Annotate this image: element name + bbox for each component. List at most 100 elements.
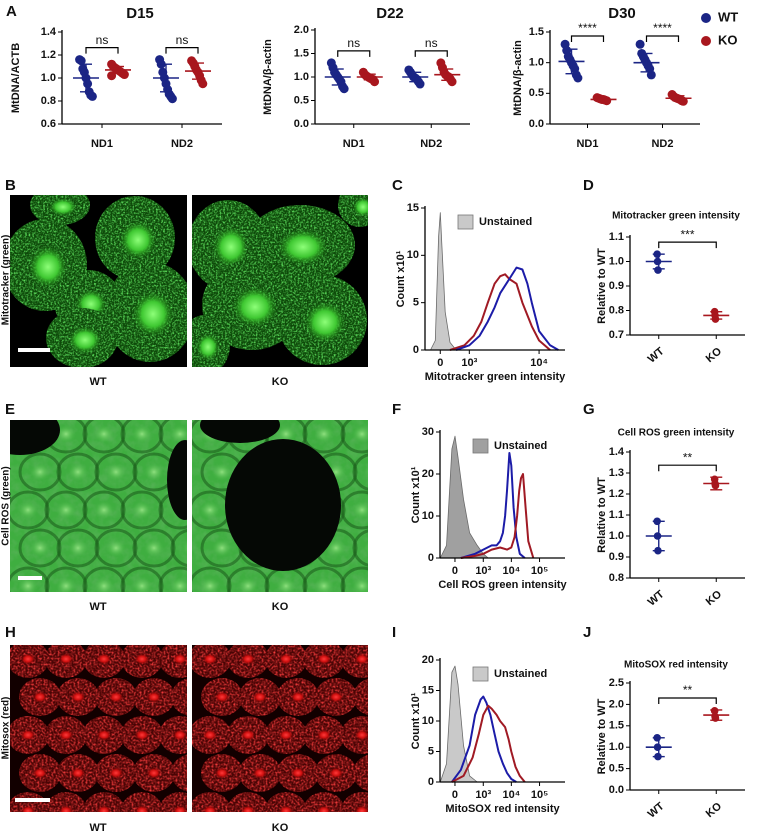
chart-title: D22 bbox=[376, 5, 404, 22]
cell bbox=[10, 490, 50, 530]
x-tick-label: 10³ bbox=[461, 357, 477, 369]
nucleus bbox=[252, 691, 268, 703]
image-caption: WT bbox=[89, 376, 106, 388]
y-tick-label: 0.9 bbox=[609, 551, 624, 563]
nucleus bbox=[132, 291, 174, 337]
nucleus bbox=[354, 805, 368, 812]
cell bbox=[352, 529, 368, 567]
x-tick-label: KO bbox=[704, 588, 725, 608]
nucleus bbox=[240, 805, 256, 812]
y-tick-label: 15 bbox=[407, 202, 419, 214]
micrograph-content bbox=[10, 420, 187, 592]
nucleus bbox=[170, 425, 187, 443]
y-tick-label: 10 bbox=[422, 510, 434, 522]
nucleus bbox=[328, 767, 344, 779]
nucleus bbox=[196, 333, 220, 361]
cell-texture bbox=[171, 754, 187, 792]
significance-label: **** bbox=[653, 21, 672, 35]
y-tick-label: 10 bbox=[407, 249, 419, 261]
cell bbox=[226, 566, 270, 592]
significance-label: ns bbox=[425, 36, 438, 50]
cell bbox=[120, 490, 164, 530]
chart-title: D15 bbox=[126, 5, 154, 22]
nucleus bbox=[30, 463, 50, 481]
dark-area bbox=[167, 440, 187, 520]
y-tick-label: 1.0 bbox=[609, 530, 624, 542]
data-point bbox=[654, 266, 662, 274]
micrograph-content bbox=[192, 195, 368, 367]
y-tick-label: 1.1 bbox=[609, 509, 624, 521]
cell bbox=[94, 528, 138, 568]
cell bbox=[44, 566, 88, 592]
nucleus bbox=[49, 198, 77, 216]
nucleus bbox=[316, 653, 332, 665]
y-tick-label: 1.5 bbox=[609, 720, 624, 732]
cell-texture bbox=[265, 792, 307, 812]
x-tick-label: 0 bbox=[437, 357, 443, 369]
y-tick-label: 0.9 bbox=[609, 280, 624, 292]
y-tick-label: 0.6 bbox=[41, 118, 56, 130]
nucleus bbox=[94, 501, 114, 519]
data-point bbox=[198, 79, 208, 89]
nucleus bbox=[132, 425, 152, 443]
data-point bbox=[447, 77, 457, 87]
legend-marker bbox=[701, 36, 711, 46]
micrograph-content bbox=[10, 195, 187, 367]
y-tick-label: 0.8 bbox=[609, 304, 624, 316]
nucleus bbox=[353, 197, 368, 217]
nucleus bbox=[202, 729, 218, 741]
y-tick-label: 0.7 bbox=[609, 329, 624, 341]
dark-area bbox=[225, 439, 341, 571]
nucleus bbox=[18, 577, 38, 592]
micrographs bbox=[10, 195, 368, 812]
nucleus bbox=[232, 286, 278, 328]
significance-bracket bbox=[85, 47, 119, 54]
y-tick-label: 0.0 bbox=[529, 118, 544, 130]
cell-texture bbox=[192, 792, 231, 812]
nucleus bbox=[352, 501, 368, 519]
image-caption: KO bbox=[272, 822, 289, 834]
x-tick-label: 10⁴ bbox=[530, 357, 548, 369]
cell bbox=[82, 566, 126, 592]
significance-bracket bbox=[658, 241, 717, 249]
nucleus bbox=[172, 653, 187, 665]
panel-label: E bbox=[5, 401, 15, 418]
nucleus bbox=[328, 691, 344, 703]
cell-texture bbox=[341, 645, 368, 678]
y-tick-label: 1.0 bbox=[609, 741, 624, 753]
x-tick-label: 0 bbox=[452, 789, 458, 801]
cell bbox=[302, 420, 346, 454]
nucleus bbox=[278, 653, 294, 665]
x-tick-label: 10⁴ bbox=[503, 565, 521, 577]
image-caption: KO bbox=[272, 376, 289, 388]
nucleus bbox=[290, 767, 306, 779]
cell-texture bbox=[303, 792, 345, 812]
x-tick-label: 10⁵ bbox=[531, 789, 548, 801]
significance-label: ** bbox=[683, 683, 693, 697]
histogram-area bbox=[439, 435, 489, 559]
y-axis-label: MtDNA/β-actin bbox=[262, 39, 274, 115]
x-tick-label: ND2 bbox=[420, 138, 442, 150]
nucleus bbox=[290, 691, 306, 703]
x-tick-label: ND1 bbox=[343, 138, 365, 150]
nucleus bbox=[108, 691, 124, 703]
cell bbox=[302, 566, 346, 592]
nucleus bbox=[352, 577, 368, 592]
nucleus bbox=[58, 729, 74, 741]
histogram-area bbox=[439, 665, 478, 783]
nucleus bbox=[134, 729, 150, 741]
nucleus bbox=[134, 805, 150, 812]
y-tick-label: 5 bbox=[428, 745, 434, 757]
x-axis-label: Cell ROS green intensity bbox=[438, 579, 567, 591]
data-point bbox=[573, 73, 583, 83]
x-tick-label: ND2 bbox=[171, 138, 193, 150]
legend-marker bbox=[701, 13, 711, 23]
x-tick-label: 0 bbox=[452, 565, 458, 577]
significance-bracket bbox=[645, 35, 680, 42]
significance-bracket bbox=[658, 464, 717, 472]
nucleus bbox=[146, 767, 162, 779]
cell-texture bbox=[121, 792, 163, 812]
panel-label: H bbox=[5, 624, 16, 641]
significance-label: ns bbox=[347, 36, 360, 50]
nucleus bbox=[212, 539, 232, 557]
